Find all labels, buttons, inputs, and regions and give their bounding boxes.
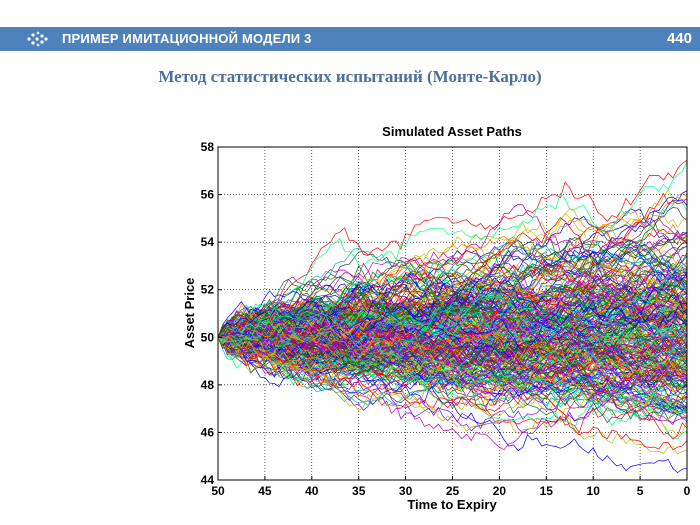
- asset-path-line: [217, 276, 688, 357]
- asset-path-line: [217, 320, 688, 388]
- dots-arrow-icon: [27, 31, 48, 47]
- asset-path-line: [217, 254, 688, 342]
- asset-path-line: [217, 329, 688, 389]
- chart-paths: [217, 159, 688, 474]
- asset-path-line: [217, 265, 688, 344]
- asset-path-line: [217, 306, 688, 371]
- x-tick-label: 5: [637, 484, 644, 498]
- asset-path-line: [217, 300, 688, 358]
- asset-path-line: [217, 322, 688, 394]
- y-tick-label: 52: [201, 283, 215, 297]
- y-tick-label: 48: [201, 378, 215, 392]
- asset-path-line: [217, 196, 688, 338]
- asset-path-line: [217, 327, 688, 369]
- asset-path-line: [217, 293, 688, 365]
- asset-path-line: [217, 259, 688, 342]
- asset-path-line: [217, 320, 688, 383]
- asset-path-line: [217, 314, 688, 391]
- x-tick-label: 40: [305, 484, 319, 498]
- asset-path-line: [217, 271, 688, 338]
- asset-path-line: [217, 289, 688, 358]
- x-tick-label: 10: [587, 484, 601, 498]
- asset-path-line: [217, 337, 688, 407]
- header-bar: ПРИМЕР ИМИТАЦИОННОЙ МОДЕЛИ 3 440: [0, 27, 700, 51]
- y-tick-label: 44: [201, 473, 215, 487]
- asset-path-line: [217, 298, 688, 423]
- y-tick-label: 50: [201, 330, 215, 344]
- asset-path-line: [217, 203, 688, 338]
- slide-subtitle: Метод статистических испытаний (Монте-Ка…: [158, 67, 542, 86]
- header-title: ПРИМЕР ИМИТАЦИОННОЙ МОДЕЛИ 3: [62, 31, 312, 46]
- y-axis-label: Asset Price: [182, 278, 197, 349]
- asset-path-line: [217, 280, 688, 356]
- x-tick-label: 25: [446, 484, 460, 498]
- asset-path-line: [217, 331, 688, 412]
- x-tick-label: 15: [540, 484, 554, 498]
- x-tick-label: 0: [684, 484, 691, 498]
- asset-path-line: [217, 192, 688, 350]
- asset-path-line: [217, 320, 688, 397]
- asset-path-line: [217, 237, 688, 338]
- asset-path-line: [217, 273, 688, 361]
- asset-path-line: [217, 334, 688, 451]
- y-tick-label: 46: [201, 425, 215, 439]
- asset-path-line: [217, 159, 688, 338]
- asset-path-line: [217, 312, 688, 366]
- asset-path-line: [217, 326, 688, 393]
- x-axis-label: Time to Expiry: [407, 497, 497, 512]
- y-tick-label: 56: [201, 188, 215, 202]
- y-tick-label: 58: [201, 140, 215, 154]
- x-tick-label: 35: [352, 484, 366, 498]
- x-tick-label: 45: [258, 484, 272, 498]
- asset-path-line: [217, 289, 688, 368]
- x-tick-label: 30: [399, 484, 413, 498]
- asset-path-line: [217, 217, 688, 340]
- asset-path-line: [217, 310, 688, 378]
- asset-path-line: [217, 248, 688, 341]
- asset-path-line: [217, 320, 688, 374]
- asset-path-line: [217, 161, 688, 343]
- asset-path-line: [217, 249, 688, 356]
- y-tick-label: 54: [201, 235, 215, 249]
- page-number: 440: [666, 30, 692, 47]
- asset-path-line: [217, 236, 688, 346]
- x-tick-label: 50: [211, 484, 225, 498]
- chart-title: Simulated Asset Paths: [382, 124, 522, 139]
- asset-path-line: [217, 295, 688, 383]
- asset-path-line: [217, 334, 688, 421]
- asset-path-line: [217, 302, 688, 365]
- x-tick-label: 20: [493, 484, 507, 498]
- asset-path-line: [217, 337, 688, 451]
- asset-path-line: [217, 235, 688, 363]
